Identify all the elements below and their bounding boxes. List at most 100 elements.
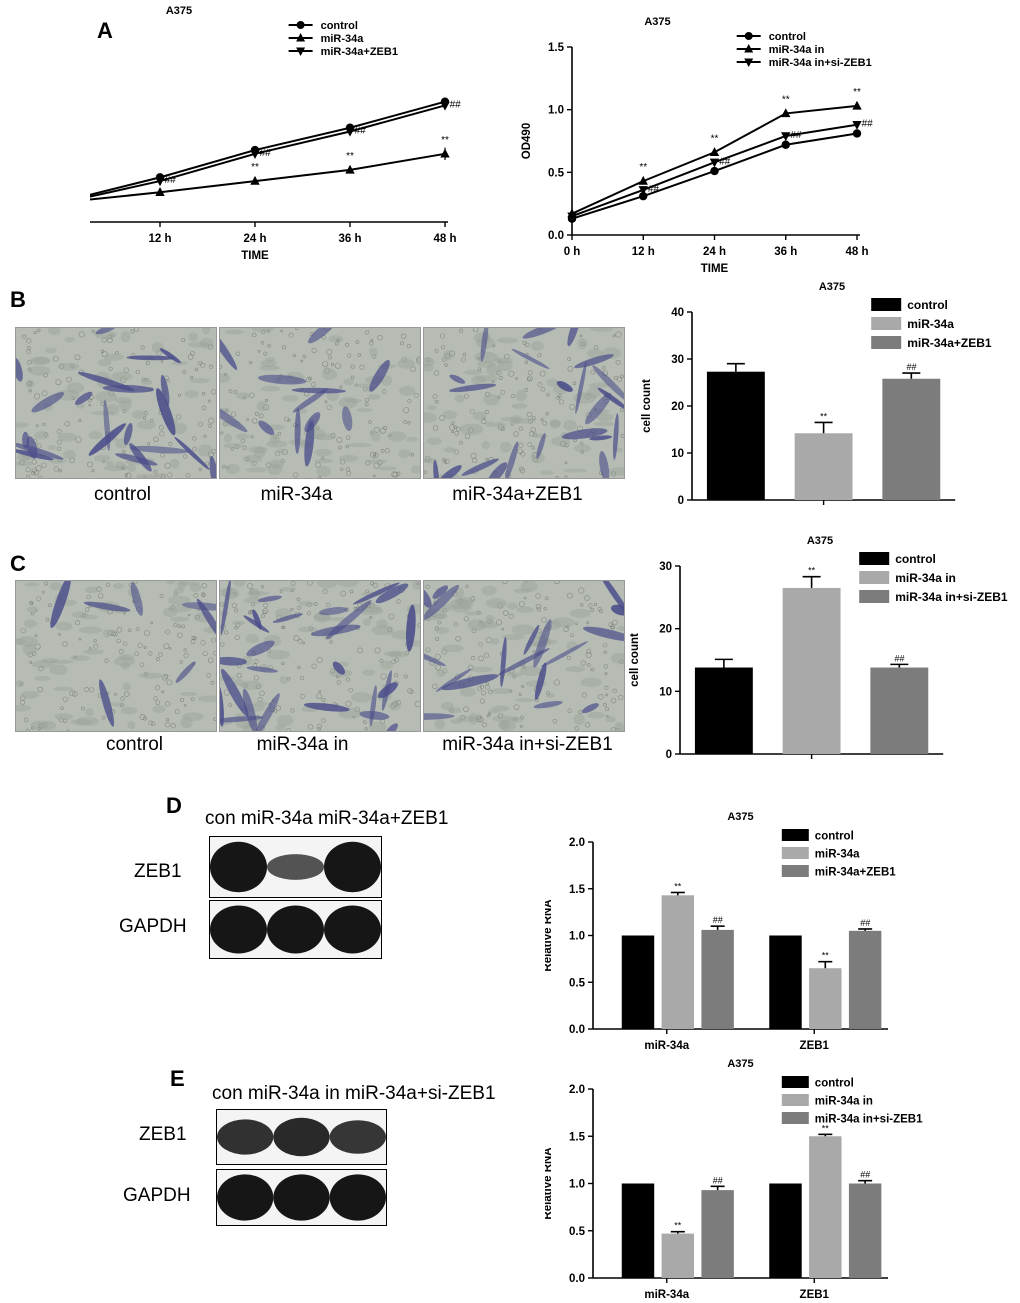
micrograph-pore: [274, 709, 278, 713]
micrograph-pore: [89, 687, 95, 693]
micrograph-pore: [521, 685, 525, 688]
micrograph-texture: [120, 662, 130, 670]
micrograph-texture: [499, 441, 512, 453]
micrograph-pore: [306, 377, 312, 382]
micrograph-texture: [83, 649, 105, 655]
micrograph-texture: [441, 701, 454, 711]
micrograph-texture: [90, 410, 115, 416]
a2-y-tick-label: 0.0: [548, 230, 564, 242]
western-d-header: con miR-34a miR-34a+ZEB1: [205, 808, 449, 829]
d-y-tick-label: 2.0: [569, 837, 585, 849]
micrograph-pore: [220, 431, 224, 435]
micrograph-stained-cell: [384, 723, 398, 731]
micrograph-pore: [590, 607, 595, 613]
micrograph-texture: [467, 619, 487, 631]
d-y-tick-label: 1.5: [569, 884, 586, 896]
a1-series-1-sig-label: **: [346, 151, 354, 162]
micrograph-texture: [586, 348, 603, 359]
micrograph-pore: [262, 404, 269, 411]
micrograph-pore: [384, 448, 390, 454]
d-x-tick-label: miR-34a: [644, 1040, 689, 1052]
micrograph-stained-cell: [304, 420, 315, 467]
micrograph-texture: [314, 448, 333, 457]
micrograph-stained-cell: [156, 388, 176, 436]
micrograph-pore: [316, 657, 323, 664]
micrograph-pore: [604, 685, 609, 690]
e-y-tick-label: 0.5: [569, 1226, 586, 1238]
micrograph-pore: [612, 619, 618, 626]
micrograph-texture: [434, 613, 448, 619]
micrograph-pore: [168, 647, 172, 650]
micrograph-texture: [21, 690, 40, 700]
micrograph-texture: [577, 338, 588, 350]
micrograph-pore: [72, 691, 78, 697]
micrograph-pore: [509, 689, 513, 693]
micrograph-pore: [55, 379, 62, 386]
micrograph-pore: [195, 615, 200, 620]
micrograph-texture: [57, 362, 80, 371]
micrograph-pore: [124, 473, 129, 477]
micrograph-pore: [462, 352, 467, 357]
micrograph-texture: [220, 373, 231, 384]
micrograph-pore: [28, 388, 32, 393]
micrograph-texture: [114, 396, 133, 404]
micrograph-pore: [159, 431, 165, 437]
micrograph-pore: [201, 592, 206, 597]
micrograph-pore: [500, 427, 505, 431]
micrograph-pore: [246, 418, 249, 421]
micrograph-pore: [482, 417, 486, 421]
western-e-zeb1-band-0: [217, 1119, 274, 1155]
panel-letter-a: A: [97, 18, 113, 43]
micrograph-texture: [614, 722, 624, 731]
micrograph-pore: [306, 611, 312, 616]
micrograph-pore: [177, 624, 181, 628]
micrograph-pore: [328, 355, 332, 360]
micrograph-stained-cell: [160, 374, 170, 407]
micrograph-pore: [311, 663, 317, 669]
micrograph-pore: [531, 416, 536, 420]
micrograph-pore: [140, 345, 145, 350]
c-y-label: cell count: [629, 633, 641, 687]
micrograph-pore: [285, 727, 292, 731]
micrograph-pore: [300, 675, 305, 681]
micrograph-pore: [222, 421, 228, 427]
a1-x-tick-label: 12 h: [148, 233, 171, 245]
micrograph-pore: [497, 424, 505, 431]
micrograph-pore: [556, 396, 561, 400]
micrograph-pore: [518, 426, 523, 431]
micrograph-texture: [587, 711, 605, 719]
micrograph-pore: [441, 345, 446, 350]
micrograph-pore: [572, 381, 577, 386]
micrograph-texture: [500, 417, 520, 422]
a1-series-2-point: [250, 150, 260, 159]
micrograph-pore: [517, 448, 523, 455]
micrograph-stained-cell: [246, 666, 278, 673]
micrograph-texture: [232, 581, 246, 587]
d-legend-2-text: miR-34a+ZEB1: [815, 867, 896, 879]
micrograph-pore: [416, 582, 420, 585]
micrograph-pore: [396, 599, 401, 604]
d-legend-0-swatch: [781, 829, 809, 841]
micrograph-pore: [207, 344, 214, 350]
micrograph-stained-cell: [16, 442, 64, 460]
a2-series-2-sig-label: ##: [719, 156, 731, 167]
micrograph-pore: [349, 589, 354, 594]
micrograph-pore: [160, 474, 166, 478]
micrograph-pore: [340, 590, 347, 597]
micrograph-texture: [481, 585, 497, 596]
micrograph-pore: [442, 458, 446, 462]
micrograph-stained-cell: [461, 458, 499, 476]
micrograph-texture: [424, 357, 435, 367]
micrograph-texture: [33, 431, 50, 440]
micrograph-pore: [515, 377, 519, 380]
micrograph-pore: [286, 677, 291, 681]
micrograph-pore: [31, 459, 37, 465]
micrograph-pore: [442, 607, 447, 613]
micrograph-pore: [120, 376, 127, 383]
micrograph-pore: [496, 370, 502, 376]
micrograph-texture: [26, 606, 38, 613]
micrograph-pore: [575, 622, 578, 625]
micrograph-texture: [464, 611, 483, 616]
micrograph-stained-cell: [294, 408, 301, 455]
a2-series-2-point: [638, 186, 648, 196]
